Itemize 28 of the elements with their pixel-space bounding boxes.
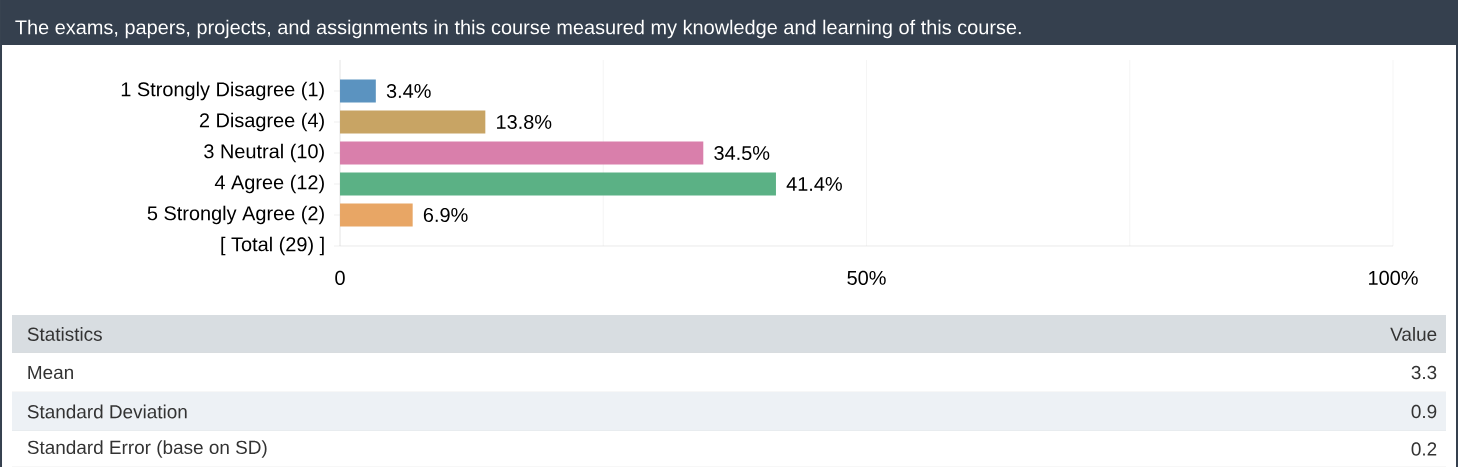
text: Statistics — [27, 327, 102, 341]
text: Standard Deviation — [27, 404, 187, 419]
bar — [340, 203, 413, 227]
bar — [340, 141, 704, 165]
data-label: 34.5% — [714, 145, 770, 161]
data-label: 3.4% — [386, 83, 431, 99]
y-tick-label: 2 Disagree (4) — [199, 112, 324, 132]
x-tick-label: 100% — [1369, 270, 1418, 285]
text: 0.2 — [1411, 442, 1437, 456]
y-tick-label: 4 Agree (12) — [214, 174, 324, 194]
bar — [340, 172, 776, 196]
data-label: 6.9% — [423, 207, 468, 223]
y-tick-label: [ Total (29) ] — [221, 236, 324, 256]
data-label: 13.8% — [497, 114, 552, 130]
bar — [340, 110, 486, 134]
bar — [340, 79, 376, 103]
y-tick-label: 3 Neutral (10) — [204, 143, 324, 163]
data-label: 41.4% — [786, 177, 842, 191]
chart-title: The exams, papers, projects, and assignments in this course measured my knowledge and learning of this course. — [15, 19, 1021, 39]
y-tick-label: 1 Strongly Disagree (1) — [121, 81, 324, 101]
y-tick-label: 5 Strongly Agree (2) — [147, 205, 324, 225]
x-tick-label: 50% — [847, 270, 886, 285]
x-tick-label: 0 — [335, 270, 345, 285]
text: Mean — [28, 365, 73, 380]
text: Value — [1390, 327, 1437, 341]
text: Standard Error (base on SD) — [27, 440, 267, 458]
text: 3.3 — [1411, 365, 1437, 380]
text: 0.9 — [1411, 404, 1437, 419]
